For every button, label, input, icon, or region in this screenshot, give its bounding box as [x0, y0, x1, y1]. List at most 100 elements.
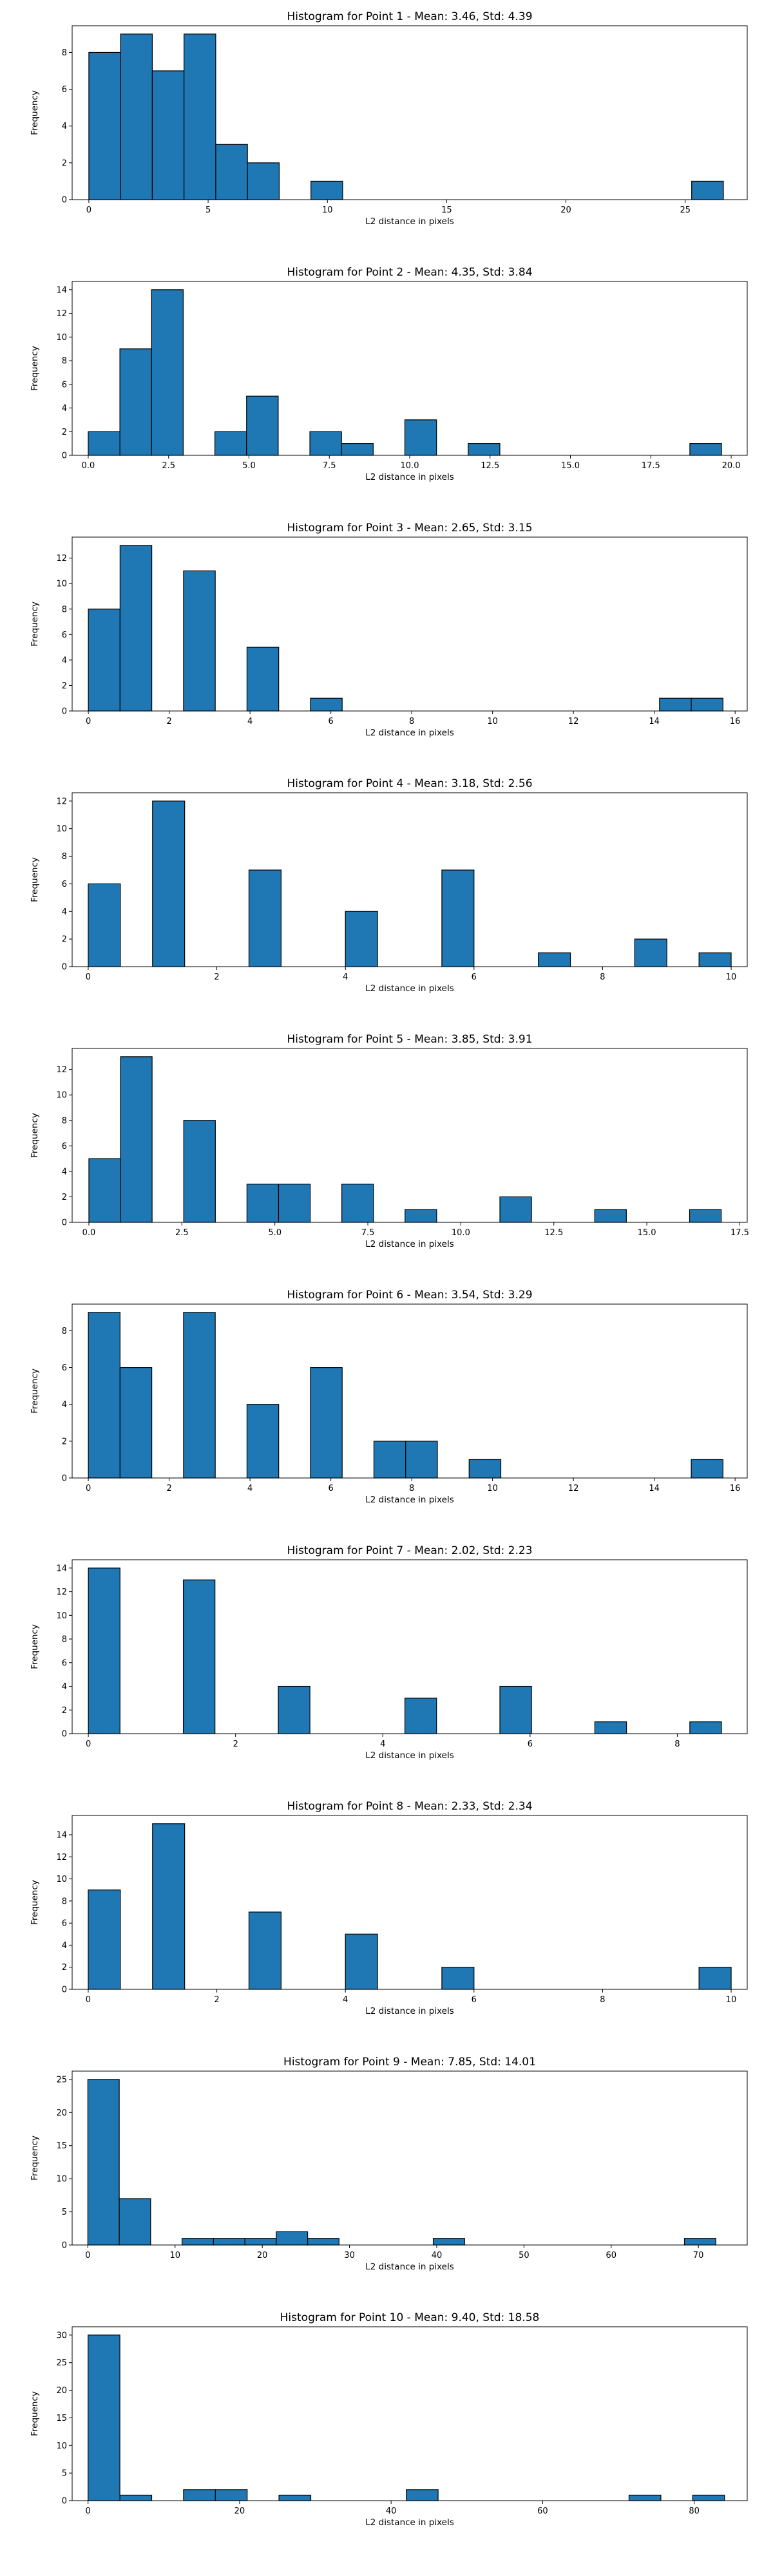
x-tick-label: 0	[86, 972, 91, 982]
histogram-bar	[278, 2494, 312, 2501]
histogram-bar	[405, 1209, 437, 1223]
y-tick-label: 8	[62, 1327, 67, 1336]
y-tick-label: 10	[56, 1611, 67, 1621]
x-tick-label: 2	[166, 1484, 171, 1493]
x-axis-label: L2 distance in pixels	[365, 1239, 453, 1249]
y-tick-label: 8	[62, 1635, 67, 1645]
x-axis-label: L2 distance in pixels	[365, 728, 453, 738]
x-tick-label: 12.5	[481, 461, 499, 471]
x-tick-label: 2	[233, 1739, 238, 1749]
x-axis-label: L2 distance in pixels	[365, 2006, 453, 2016]
axes-frame	[72, 1815, 748, 1990]
histogram-bar	[119, 2494, 153, 2501]
histogram-bar	[441, 869, 475, 967]
y-tick-label: 5	[62, 2469, 67, 2479]
axes-frame	[72, 1303, 748, 1479]
y-tick-label: 4	[62, 1682, 67, 1692]
x-tick-label: 2.5	[175, 1228, 189, 1238]
x-axis-label: L2 distance in pixels	[365, 472, 453, 482]
x-tick-label: 12.5	[544, 1228, 563, 1238]
x-tick-label: 17.5	[642, 461, 660, 471]
x-tick-label: 6	[472, 972, 477, 982]
histogram-bar	[628, 2494, 662, 2501]
histogram-bar	[120, 33, 153, 200]
y-tick-label: 10	[56, 1091, 67, 1101]
y-tick-label: 6	[62, 1919, 67, 1929]
x-tick-label: 8	[600, 972, 605, 982]
histogram-bar	[406, 2489, 439, 2501]
x-tick-label: 4	[247, 717, 253, 726]
histogram-bar	[88, 883, 121, 967]
histogram-bar	[119, 545, 153, 712]
x-tick-label: 40	[386, 2506, 397, 2516]
histogram-bar	[248, 869, 282, 967]
axes-frame	[72, 1048, 748, 1223]
x-tick-label: 40	[432, 2251, 443, 2260]
histogram-bar	[691, 697, 723, 712]
histogram-panel-9: Histogram for Point 9 - Mean: 7.85, Std:…	[30, 2056, 748, 2272]
y-axis-label: Frequency	[30, 2136, 40, 2181]
histogram-bar	[499, 1685, 532, 1734]
x-tick-label: 10.0	[452, 1228, 470, 1238]
x-tick-label: 0	[86, 1739, 91, 1749]
x-tick-label: 30	[344, 2251, 355, 2260]
x-tick-label: 10	[487, 1484, 498, 1493]
x-tick-label: 15.0	[561, 461, 580, 471]
y-tick-label: 12	[56, 1065, 67, 1075]
chart-title: Histogram for Point 1 - Mean: 3.46, Std:…	[287, 10, 532, 23]
y-tick-label: 0	[62, 1730, 67, 1739]
axes-frame	[72, 2070, 748, 2246]
y-tick-label: 12	[56, 309, 67, 319]
histogram-bar	[692, 2494, 725, 2501]
y-tick-label: 12	[56, 1853, 67, 1862]
x-tick-label: 10	[487, 717, 498, 726]
histogram-bar	[246, 1404, 280, 1479]
x-tick-label: 2	[214, 1995, 219, 2005]
histogram-bar	[183, 1312, 216, 1479]
y-tick-label: 0	[62, 1985, 67, 1995]
y-tick-label: 2	[62, 158, 67, 168]
y-tick-label: 8	[62, 605, 67, 614]
x-tick-label: 7.5	[361, 1228, 375, 1238]
x-tick-label: 14	[649, 717, 660, 726]
x-tick-label: 0	[86, 1484, 91, 1493]
histogram-bar	[88, 2334, 120, 2501]
x-tick-label: 17.5	[730, 1228, 749, 1238]
y-tick-label: 2	[62, 1437, 67, 1446]
x-tick-label: 0	[85, 2251, 90, 2260]
y-tick-label: 0	[62, 707, 67, 717]
y-tick-label: 8	[62, 357, 67, 366]
histogram-bar	[309, 431, 342, 456]
x-tick-label: 8	[600, 1995, 605, 2005]
histogram-bar	[119, 1367, 153, 1479]
y-tick-label: 0	[62, 963, 67, 972]
y-tick-label: 14	[56, 1831, 67, 1841]
chart-title: Histogram for Point 6 - Mean: 3.54, Std:…	[287, 1289, 532, 1302]
histogram-bar	[152, 800, 186, 967]
y-tick-label: 6	[62, 630, 67, 640]
x-tick-label: 5	[205, 205, 211, 215]
y-tick-label: 25	[56, 2358, 67, 2368]
histogram-panel-6: Histogram for Point 6 - Mean: 3.54, Std:…	[30, 1289, 748, 1505]
x-axis-label: L2 distance in pixels	[365, 216, 453, 227]
histogram-bar	[88, 1889, 121, 1990]
x-tick-label: 20	[257, 2251, 268, 2260]
histogram-bar	[594, 1209, 627, 1223]
axes-frame	[72, 536, 748, 712]
x-tick-label: 10	[726, 1995, 737, 2005]
y-tick-label: 15	[56, 2141, 67, 2151]
x-tick-label: 2	[166, 717, 171, 726]
y-tick-label: 20	[56, 2108, 67, 2118]
x-tick-label: 8	[409, 717, 414, 726]
histogram-bar	[213, 2238, 245, 2246]
y-tick-label: 6	[62, 880, 67, 889]
y-tick-label: 4	[62, 404, 67, 413]
histogram-bar	[119, 348, 152, 456]
x-tick-label: 0	[86, 2506, 91, 2516]
y-axis-label: Frequency	[30, 346, 40, 391]
y-tick-label: 10	[56, 2175, 67, 2184]
x-tick-label: 20.0	[722, 461, 741, 471]
y-tick-label: 0	[62, 1218, 67, 1228]
histogram-bar	[88, 1158, 121, 1223]
y-axis-label: Frequency	[30, 90, 40, 135]
